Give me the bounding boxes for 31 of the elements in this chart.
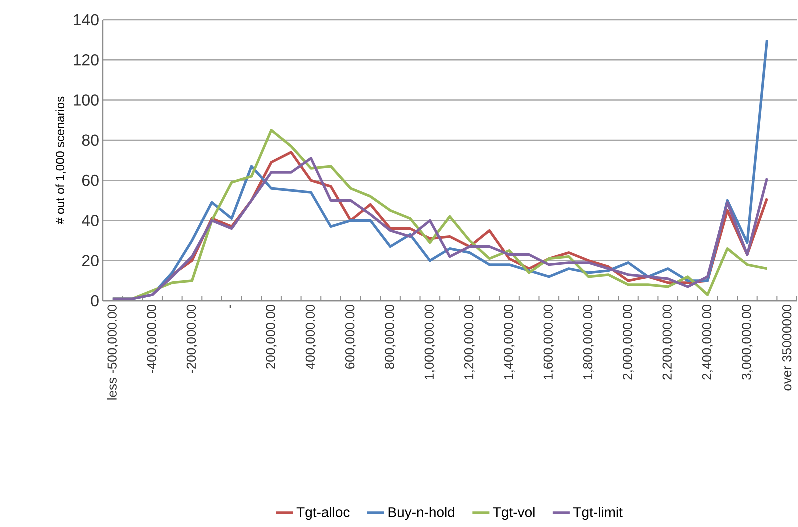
x-tick-label: 1,200,000.00 — [464, 305, 476, 380]
x-tick-label: 1,400,000.00 — [504, 305, 515, 380]
y-tick-label: 60 — [82, 174, 99, 186]
y-tick-label: 120 — [74, 54, 99, 66]
x-tick-label: -200,000.00 — [186, 305, 198, 374]
x-tick-label: -400,000.00 — [147, 305, 158, 374]
x-tick-label: 600,000.00 — [345, 305, 356, 369]
x-tick-label: 200,000.00 — [266, 305, 277, 369]
legend-label: Tgt-limit — [574, 507, 623, 520]
x-tick-label: 3,000,000.00 — [742, 305, 753, 380]
x-tick-label: 400,000.00 — [306, 305, 317, 370]
y-tick-label: 20 — [82, 255, 99, 267]
legend-label: Buy-n-hold — [388, 507, 455, 520]
y-tick-label: 80 — [82, 134, 99, 146]
x-tick-label: 1,600,000.00 — [544, 305, 555, 380]
x-tick-label: 2,400,000.00 — [702, 305, 714, 380]
x-tick-label: over 35000000 — [782, 305, 792, 391]
x-tick-label: less -500,000.00 — [107, 305, 118, 400]
x-tick-label: 1,000,000.00 — [424, 305, 436, 380]
y-tick-label: 0 — [91, 295, 99, 307]
y-tick-label: 40 — [82, 215, 99, 226]
y-tick-label: 100 — [74, 94, 99, 106]
y-axis-title: # out of 1,000 scenarios — [56, 96, 66, 224]
legend-label: Tgt-alloc — [296, 507, 350, 520]
x-tick-label: - — [230, 305, 231, 308]
y-tick-label: 140 — [74, 14, 99, 26]
x-tick-label: 2,200,000.00 — [662, 305, 674, 380]
legend-label: Tgt-vol — [493, 507, 535, 520]
x-tick-label: 1,800,000.00 — [583, 305, 594, 380]
x-tick-label: 2,000,000.00 — [623, 305, 634, 380]
x-tick-label: 800,000.00 — [385, 305, 396, 370]
